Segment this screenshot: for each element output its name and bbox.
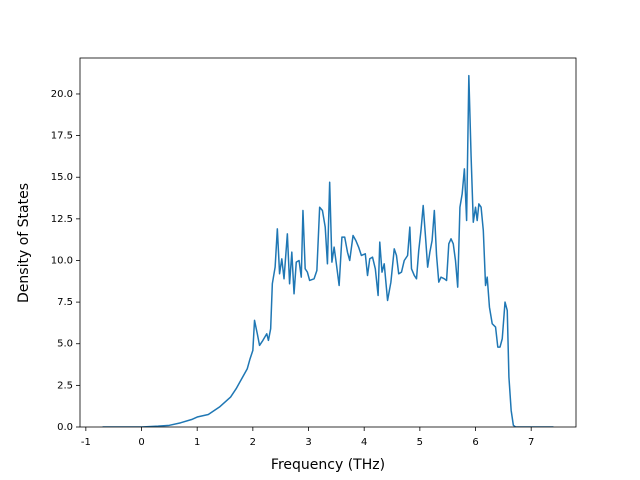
y-tick-label: 2.5 [57,380,73,391]
x-tick-label: 6 [472,437,478,448]
x-axis-label: Frequency (THz) [271,457,385,473]
x-tick-label: 2 [250,437,256,448]
x-tick-label: 7 [528,437,534,448]
y-tick-label: 10.0 [51,255,73,266]
x-tick-label: -1 [81,437,91,448]
y-tick-label: 7.5 [57,297,73,308]
y-tick-label: 15.0 [51,172,73,183]
x-tick-label: 1 [194,437,200,448]
y-tick-label: 5.0 [57,339,73,350]
y-tick-label: 20.0 [51,89,73,100]
axes-frame [79,57,577,428]
y-axis-label: Density of States [16,183,32,303]
x-tick-label: 0 [138,437,144,448]
y-tick-label: 17.5 [51,131,73,142]
x-tick-label: 4 [361,437,367,448]
line [102,74,554,427]
y-tick-label: 12.5 [51,214,73,225]
y-tick-label: 0.0 [57,422,73,433]
x-tick-label: 5 [417,437,423,448]
x-tick-label: 3 [305,437,311,448]
